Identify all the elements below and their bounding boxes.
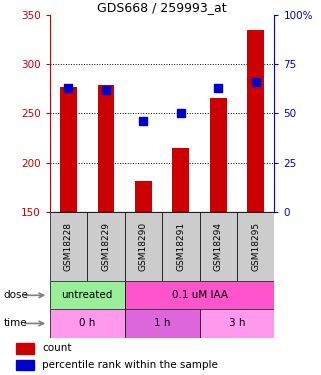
Text: time: time xyxy=(3,318,27,328)
Point xyxy=(66,85,71,91)
Bar xyxy=(210,98,227,212)
Text: 3 h: 3 h xyxy=(229,318,245,328)
FancyBboxPatch shape xyxy=(50,309,125,338)
FancyBboxPatch shape xyxy=(87,212,125,281)
Text: 0 h: 0 h xyxy=(79,318,95,328)
FancyBboxPatch shape xyxy=(125,212,162,281)
FancyBboxPatch shape xyxy=(50,212,87,281)
Text: GSM18291: GSM18291 xyxy=(176,222,185,271)
Text: GSM18290: GSM18290 xyxy=(139,222,148,271)
Point xyxy=(103,87,108,93)
Text: dose: dose xyxy=(3,290,28,300)
Text: GSM18294: GSM18294 xyxy=(214,222,223,271)
Point xyxy=(216,85,221,91)
FancyBboxPatch shape xyxy=(125,309,200,338)
Text: percentile rank within the sample: percentile rank within the sample xyxy=(42,360,218,370)
Text: untreated: untreated xyxy=(62,290,113,300)
Bar xyxy=(60,87,77,212)
FancyBboxPatch shape xyxy=(200,309,274,338)
Text: GSM18295: GSM18295 xyxy=(251,222,260,271)
Bar xyxy=(135,182,152,212)
FancyBboxPatch shape xyxy=(50,281,125,309)
FancyBboxPatch shape xyxy=(125,281,274,309)
Text: GSM18228: GSM18228 xyxy=(64,222,73,271)
Bar xyxy=(172,148,189,212)
Text: count: count xyxy=(42,344,72,354)
Text: 1 h: 1 h xyxy=(154,318,170,328)
Bar xyxy=(16,360,33,370)
Bar xyxy=(247,30,264,212)
Bar xyxy=(98,85,114,212)
Text: GSM18229: GSM18229 xyxy=(101,222,110,271)
Text: 0.1 uM IAA: 0.1 uM IAA xyxy=(171,290,228,300)
Point xyxy=(253,79,258,85)
Bar xyxy=(16,344,33,354)
FancyBboxPatch shape xyxy=(200,212,237,281)
FancyBboxPatch shape xyxy=(237,212,274,281)
Point xyxy=(141,118,146,124)
FancyBboxPatch shape xyxy=(162,212,200,281)
Title: GDS668 / 259993_at: GDS668 / 259993_at xyxy=(97,1,227,14)
Point xyxy=(178,110,183,116)
